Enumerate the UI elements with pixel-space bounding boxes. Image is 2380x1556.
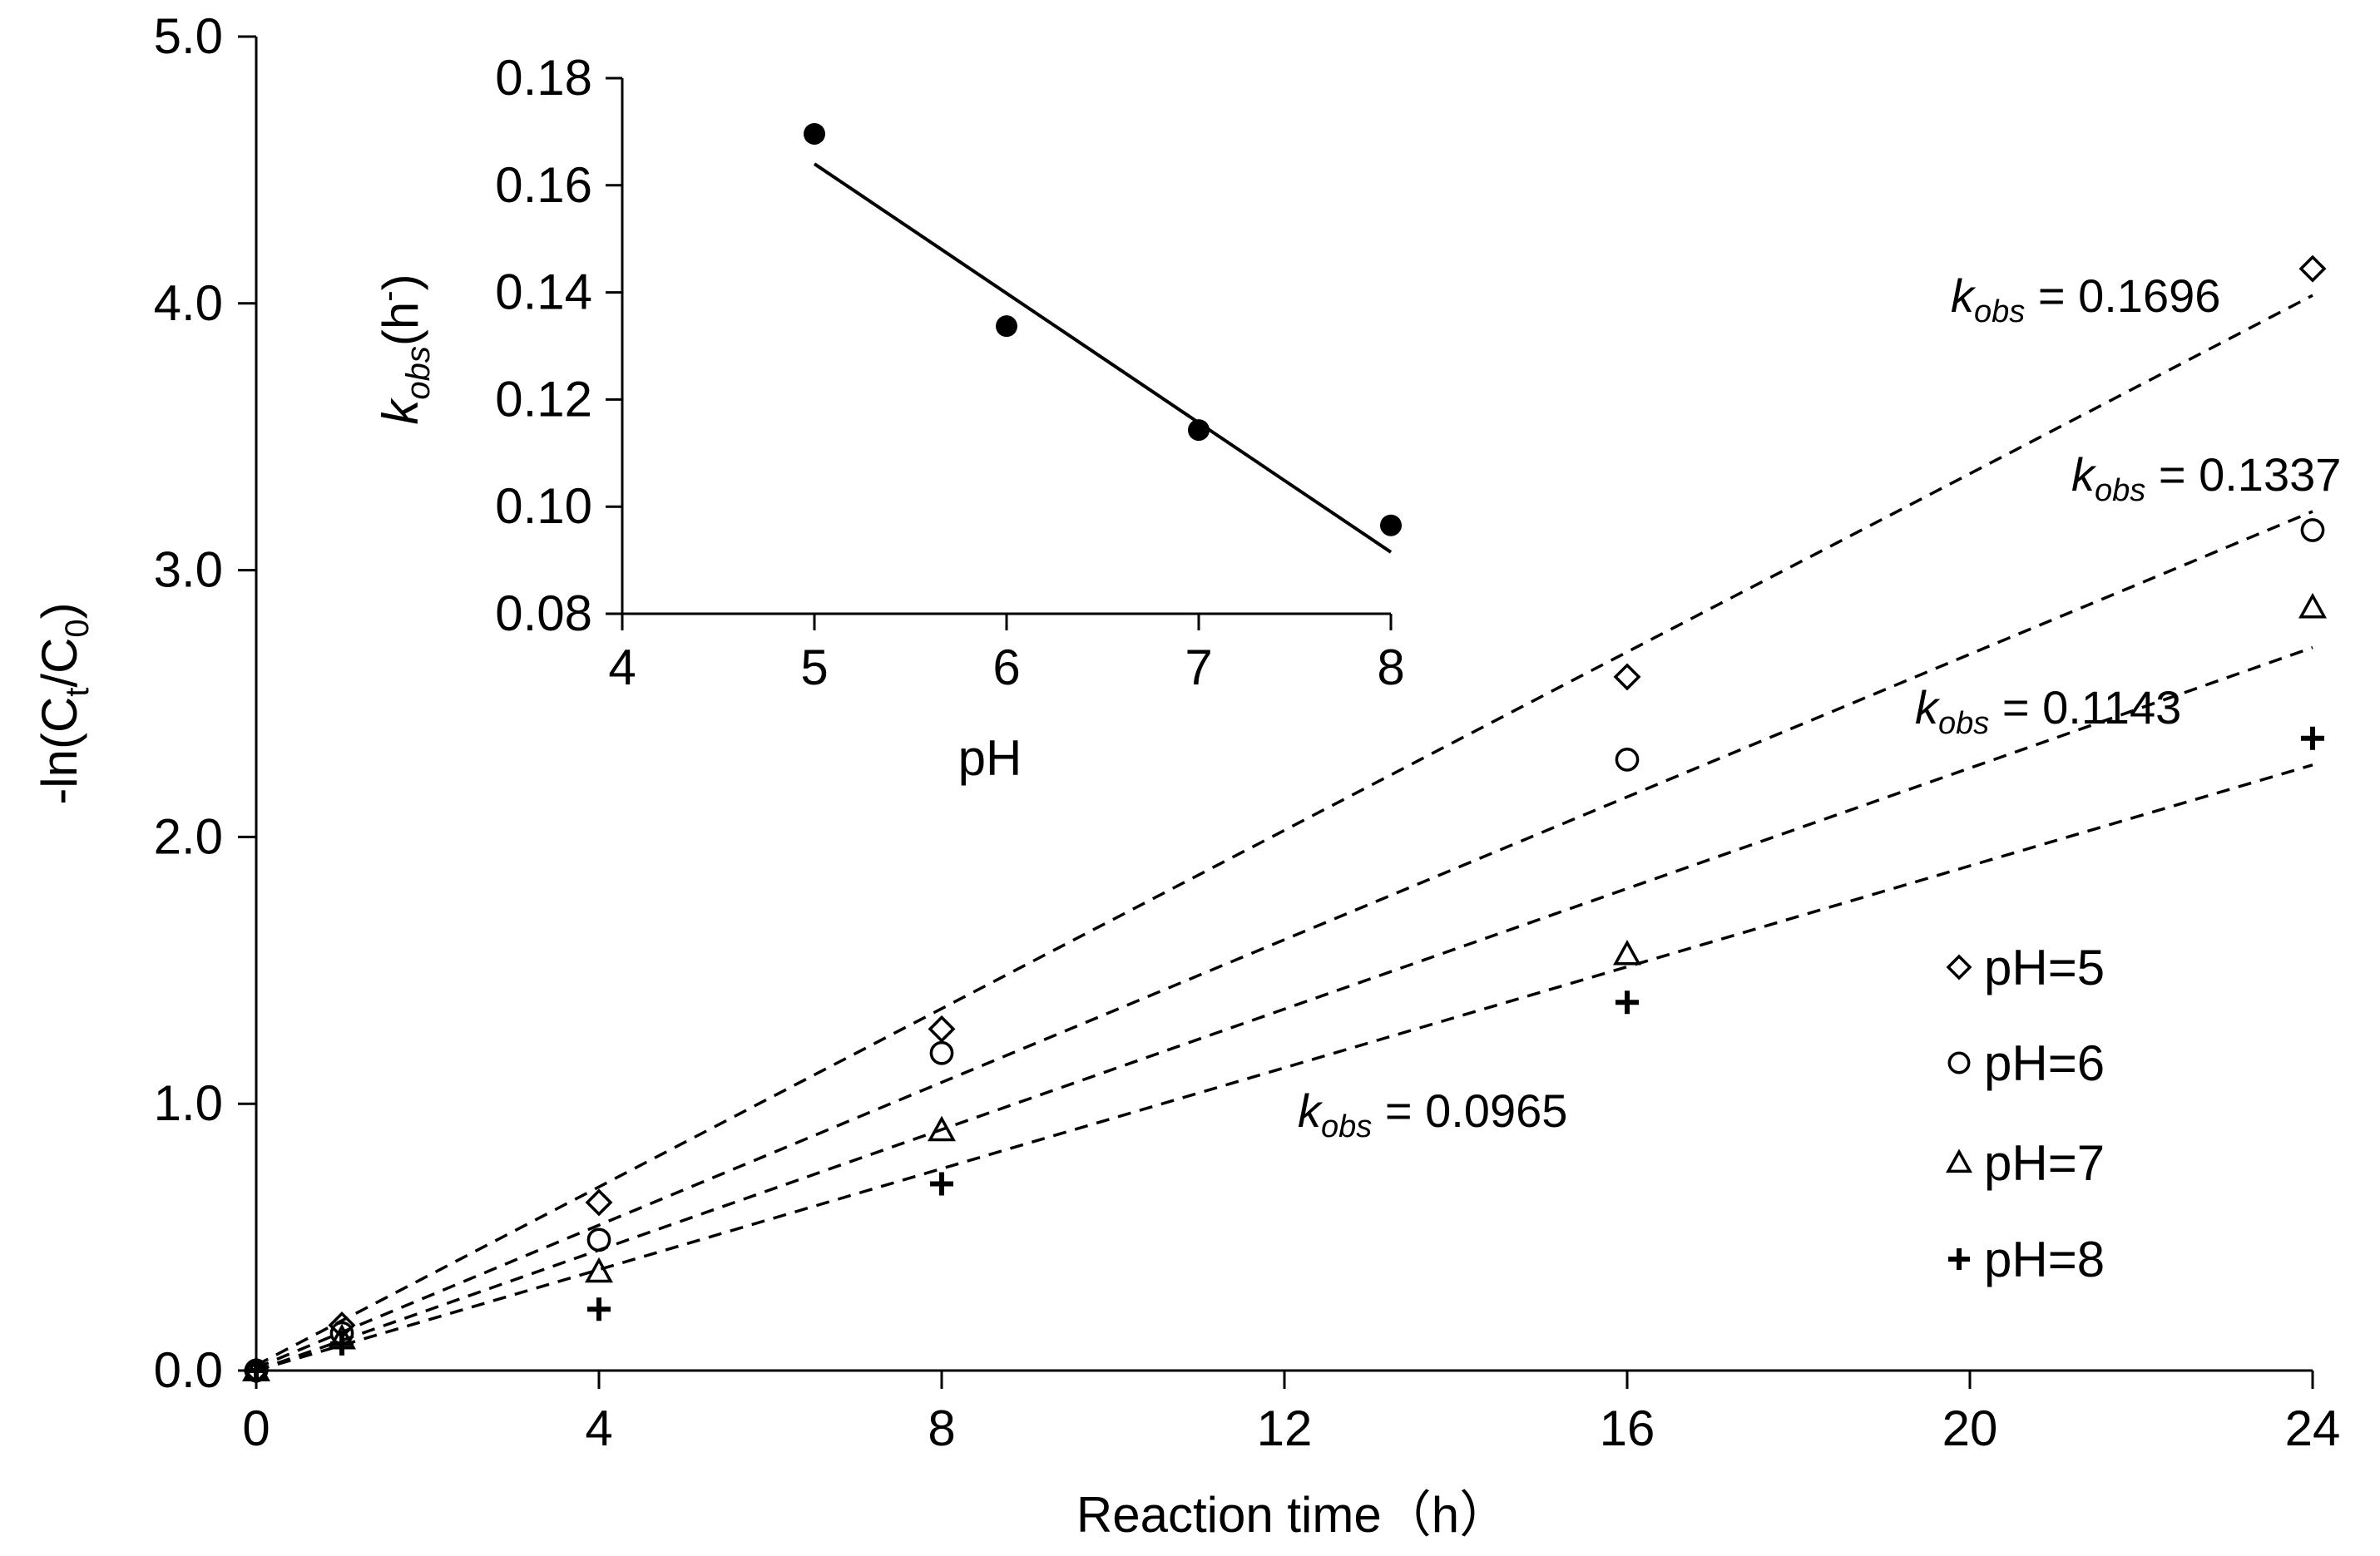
x-axis-title: Reaction time（h） <box>1076 1487 1509 1543</box>
inset-x-tick-label: 8 <box>1377 640 1404 695</box>
kobs-sub: obs <box>1938 706 1989 741</box>
data-point-pH7 <box>1613 939 1641 966</box>
data-point-pH5 <box>1613 663 1641 691</box>
x-tick-label: 20 <box>1942 1400 1998 1456</box>
data-point-pH7 <box>585 1257 613 1283</box>
data-point-pH7 <box>928 1115 956 1142</box>
data-point-pH8 <box>245 1359 268 1382</box>
inset-plot: 4 5 6 7 8 0.08 0.10 0.12 0.14 0.16 0.18 pH kobs(h-) <box>370 50 1405 786</box>
data-point-pH5 <box>585 1188 613 1217</box>
y-axis-title-sub-0: 0 <box>59 619 96 637</box>
y-tick-label: 2.0 <box>154 808 223 864</box>
data-point-pH8 <box>587 1297 611 1321</box>
inset-x-axis-title: pH <box>958 730 1022 786</box>
legend-entry-pH8: pH=8 <box>1948 1232 2105 1287</box>
data-point-pH8 <box>1616 990 1639 1015</box>
y-axis-title-main: -ln(C <box>32 697 87 805</box>
fit-line-pH6 <box>255 510 2313 1370</box>
inset-y-tick-label: 0.08 <box>495 585 592 641</box>
legend-label: pH=7 <box>1984 1135 2105 1191</box>
data-point-pH8 <box>930 1172 953 1196</box>
legend-label: pH=5 <box>1984 940 2105 995</box>
fit-line-pH5 <box>255 294 2313 1367</box>
inset-x-tick-label: 4 <box>608 640 636 695</box>
inset-y-axis-title: kobs(h-) <box>370 274 437 424</box>
data-point-pH7 <box>2298 592 2327 619</box>
inset-x-tick-label: 6 <box>992 640 1020 695</box>
y-axis-title: -ln(Ct/C0) <box>32 602 96 804</box>
x-tick-label: 16 <box>1600 1400 1655 1456</box>
legend-label: pH=6 <box>1984 1035 2105 1091</box>
x-tick-label: 4 <box>585 1400 612 1456</box>
inset-data-point <box>996 315 1017 338</box>
inset-y-tick-label: 0.10 <box>495 478 592 534</box>
kobs-k: k <box>1915 681 1941 734</box>
kobs-sub: obs <box>2095 473 2145 508</box>
y-tick-label: 3.0 <box>154 542 223 598</box>
y-tick-label: 0.0 <box>154 1342 223 1398</box>
inset-y-tick-label: 0.18 <box>495 50 592 106</box>
inset-y-tick-label: 0.16 <box>495 157 592 213</box>
inset-y-title-k: k <box>373 398 428 425</box>
inset-x-tick-label: 5 <box>800 640 828 695</box>
legend-entry-pH7: pH=7 <box>1946 1135 2105 1191</box>
inset-y-tick-label: 0.12 <box>495 371 592 427</box>
kobs-sub: obs <box>1321 1109 1372 1144</box>
y-tick-label: 4.0 <box>154 275 223 331</box>
data-point-pH6 <box>586 1228 611 1252</box>
kobs-k: k <box>1951 269 1977 322</box>
data-point-pH6 <box>2300 518 2325 542</box>
kobs-value: = 0.0965 <box>1372 1084 1567 1137</box>
legend-entry-pH6: pH=6 <box>1947 1035 2105 1091</box>
x-tick-label: 12 <box>1257 1400 1313 1456</box>
fit-line-pH8 <box>255 763 2313 1372</box>
y-tick-label: 1.0 <box>154 1075 223 1131</box>
data-point-pH5 <box>2298 254 2327 283</box>
kobs-k: k <box>1298 1084 1324 1137</box>
inset-fit-line <box>813 162 1393 554</box>
kobs-annotation-pH7: kobs = 0.1143 <box>1915 681 2181 741</box>
inset-data-point <box>804 122 825 145</box>
x-axis-title-main: Reaction time <box>1076 1487 1382 1543</box>
inset-y-title-sub: obs <box>400 346 437 400</box>
inset-y-title-close: ) <box>373 274 428 290</box>
kobs-value: = 0.1337 <box>2145 448 2341 501</box>
kobs-value: = 0.1143 <box>1989 681 2181 734</box>
main-plot: 0 4 8 12 16 20 24 0.0 1.0 2.0 3.0 4.0 5.0 Reaction ti… <box>32 8 2341 1543</box>
legend-marker <box>1946 954 1972 981</box>
inset-y-tick-label: 0.14 <box>495 264 592 320</box>
kobs-sub: obs <box>1974 294 2025 329</box>
legend-marker <box>1948 1248 1970 1270</box>
kobs-value: = 0.1696 <box>2025 269 2220 322</box>
data-point-pH6 <box>1615 748 1640 772</box>
y-axis-title-sub-t: t <box>59 688 96 697</box>
kobs-annotation-pH8: kobs = 0.0965 <box>1298 1084 1567 1144</box>
data-point-pH6 <box>929 1040 954 1065</box>
inset-data-point <box>1188 419 1210 442</box>
x-tick-label: 0 <box>242 1400 270 1456</box>
inset-y-title-unit: (h <box>373 302 428 346</box>
inset-data-point <box>1380 514 1402 536</box>
legend-marker <box>1947 1051 1971 1074</box>
legend-label: pH=8 <box>1984 1232 2105 1287</box>
y-axis-title-close: ) <box>32 602 87 619</box>
data-point-pH8 <box>2301 726 2324 750</box>
inset-x-tick-label: 7 <box>1185 640 1212 695</box>
x-axis-title-unit: （h） <box>1382 1487 1509 1543</box>
data-point-pH5 <box>928 1015 956 1043</box>
inset-y-title-sup: - <box>370 290 407 301</box>
legend-entry-pH5: pH=5 <box>1946 940 2105 995</box>
y-axis-title-sep: /C <box>32 638 87 688</box>
kobs-annotation-pH6: kobs = 0.1337 <box>2071 448 2341 508</box>
x-tick-label: 24 <box>2285 1400 2341 1456</box>
x-tick-label: 8 <box>928 1400 955 1456</box>
y-tick-label: 5.0 <box>154 8 223 64</box>
kobs-k: k <box>2071 448 2097 501</box>
legend-marker <box>1946 1148 1972 1173</box>
data-point-pH8 <box>330 1331 354 1356</box>
kobs-annotation-pH5: kobs = 0.1696 <box>1951 269 2220 329</box>
